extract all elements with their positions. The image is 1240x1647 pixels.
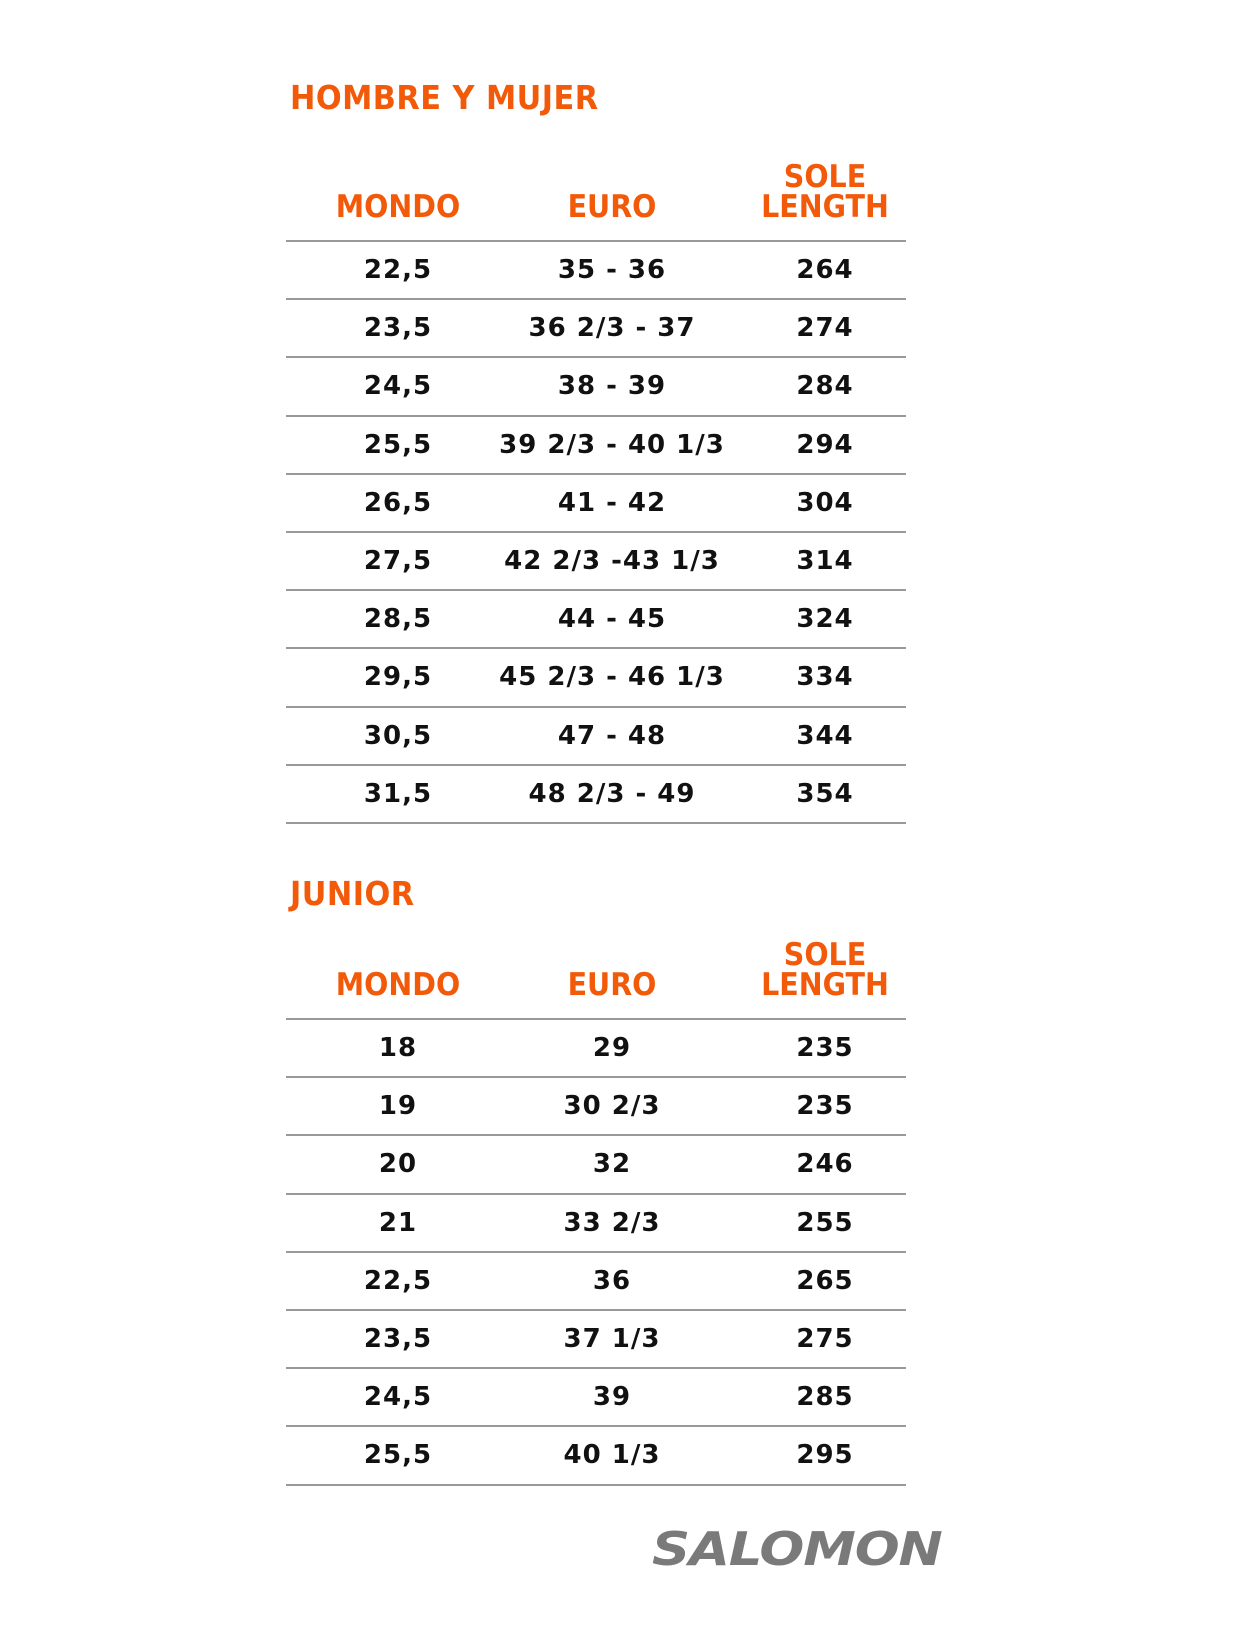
table-header: MONDO EURO SOLE LENGTH xyxy=(286,918,906,1020)
table-row: 23,5 36 2/3 - 37 274 xyxy=(286,300,906,359)
table-row: 30,5 47 - 48 344 xyxy=(286,708,906,766)
table-cell: 21 xyxy=(378,1207,418,1238)
table-cell: 29,5 xyxy=(363,662,433,693)
table-row: 21 33 2/3 255 xyxy=(286,1195,906,1253)
table-cell: 314 xyxy=(796,545,854,576)
table-cell: 36 xyxy=(592,1265,632,1296)
table-cell: 20 xyxy=(378,1149,418,1180)
table-cell: 39 xyxy=(592,1382,632,1413)
table-cell: 23,5 xyxy=(363,1323,433,1354)
table-cell: 24,5 xyxy=(363,1382,433,1413)
table-cell: 38 - 39 xyxy=(557,371,667,402)
table-cell: 304 xyxy=(796,487,854,518)
table-row: 23,5 37 1/3 275 xyxy=(286,1311,906,1370)
table-cell: 18 xyxy=(378,1033,418,1063)
table-cell: 235 xyxy=(796,1033,854,1063)
column-header: SOLE LENGTH xyxy=(761,159,889,225)
table-cell: 26,5 xyxy=(363,487,433,518)
table-row: 19 30 2/3 235 xyxy=(286,1078,906,1137)
salomon-logo: SALOMON xyxy=(652,1522,943,1576)
table-cell: 334 xyxy=(796,662,854,693)
table-cell: 255 xyxy=(796,1207,854,1238)
table-row: 25,5 39 2/3 - 40 1/3 294 xyxy=(286,417,906,475)
size-table-adult: MONDO EURO SOLE LENGTH 22,5 35 - 36 264 23,5 36… xyxy=(286,140,906,824)
table-header: MONDO EURO SOLE LENGTH xyxy=(286,140,906,242)
table-cell: 27,5 xyxy=(363,545,433,576)
table-cell: 37 1/3 xyxy=(563,1323,661,1354)
table-cell: 235 xyxy=(796,1091,854,1122)
column-header: MONDO xyxy=(335,189,461,225)
table-cell: 28,5 xyxy=(363,604,433,635)
table-cell: 25,5 xyxy=(363,429,433,460)
table-row: 20 32 246 xyxy=(286,1136,906,1195)
table-row: 29,5 45 2/3 - 46 1/3 334 xyxy=(286,649,906,708)
table-row: 31,5 48 2/3 - 49 354 xyxy=(286,766,906,824)
table-cell: 39 2/3 - 40 1/3 xyxy=(499,429,725,460)
table-row: 28,5 44 - 45 324 xyxy=(286,591,906,650)
table-row: 27,5 42 2/3 -43 1/3 314 xyxy=(286,533,906,592)
table-row: 22,5 35 - 36 264 xyxy=(286,242,906,301)
table-cell: 284 xyxy=(796,371,854,402)
table-cell: 30 2/3 xyxy=(563,1091,661,1122)
column-header: MONDO xyxy=(335,967,461,1003)
table-cell: 44 - 45 xyxy=(557,604,667,635)
table-cell: 24,5 xyxy=(363,371,433,402)
column-header: EURO xyxy=(567,189,657,225)
table-cell: 295 xyxy=(796,1440,854,1471)
table-cell: 344 xyxy=(796,720,854,751)
table-cell: 264 xyxy=(796,255,854,285)
table-cell: 36 2/3 - 37 xyxy=(528,313,696,344)
table-row: 24,5 38 - 39 284 xyxy=(286,358,906,417)
table-cell: 25,5 xyxy=(363,1440,433,1471)
table-cell: 19 xyxy=(378,1091,418,1122)
table-cell: 45 2/3 - 46 1/3 xyxy=(499,662,725,693)
table-cell: 29 xyxy=(592,1033,632,1063)
table-cell: 265 xyxy=(796,1265,854,1296)
table-row: 25,5 40 1/3 295 xyxy=(286,1427,906,1486)
table-row: 18 29 235 xyxy=(286,1020,906,1079)
table-cell: 275 xyxy=(796,1323,854,1354)
table-cell: 23,5 xyxy=(363,313,433,344)
table-cell: 32 xyxy=(592,1149,632,1180)
column-header: SOLE LENGTH xyxy=(761,937,889,1003)
table-cell: 30,5 xyxy=(363,720,433,751)
table-cell: 41 - 42 xyxy=(557,487,667,518)
table-cell: 285 xyxy=(796,1382,854,1413)
table-cell: 33 2/3 xyxy=(563,1207,661,1238)
table-cell: 354 xyxy=(796,778,854,809)
column-header: EURO xyxy=(567,967,657,1003)
table-cell: 48 2/3 - 49 xyxy=(528,778,696,809)
table-cell: 22,5 xyxy=(363,255,433,285)
size-table-junior: MONDO EURO SOLE LENGTH 18 29 235 19 30 2/3 235 20… xyxy=(286,918,906,1486)
table-cell: 274 xyxy=(796,313,854,344)
table-cell: 31,5 xyxy=(363,778,433,809)
table-cell: 324 xyxy=(796,604,854,635)
table-cell: 35 - 36 xyxy=(557,255,667,285)
table-cell: 294 xyxy=(796,429,854,460)
table-row: 26,5 41 - 42 304 xyxy=(286,475,906,533)
section-title-adult: HOMBRE Y MUJER xyxy=(290,78,599,117)
section-title-junior: JUNIOR xyxy=(290,874,415,913)
table-cell: 246 xyxy=(796,1149,854,1180)
table-cell: 40 1/3 xyxy=(563,1440,661,1471)
table-row: 22,5 36 265 xyxy=(286,1253,906,1311)
table-cell: 47 - 48 xyxy=(557,720,667,751)
table-cell: 42 2/3 -43 1/3 xyxy=(504,545,720,576)
table-row: 24,5 39 285 xyxy=(286,1369,906,1428)
table-cell: 22,5 xyxy=(363,1265,433,1296)
